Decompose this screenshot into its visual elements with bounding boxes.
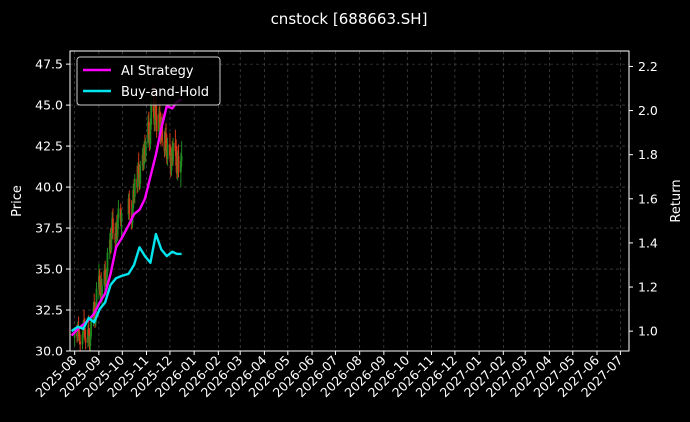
candle-body bbox=[180, 155, 183, 161]
y-axis-right: 1.0 1.2 1.4 1.6 1.8 2.0 2.2 bbox=[629, 59, 658, 339]
candle-body bbox=[175, 151, 178, 166]
candle-body bbox=[155, 114, 158, 132]
candle-body bbox=[144, 142, 147, 156]
candle-body bbox=[161, 121, 164, 142]
y-tick-label: 35.0 bbox=[35, 262, 63, 277]
y2-tick-label: 2.2 bbox=[638, 59, 658, 74]
legend-box bbox=[76, 56, 221, 106]
candlesticks bbox=[73, 85, 183, 351]
legend: AI Strategy Buy-and-Hold bbox=[76, 56, 221, 106]
candle-body bbox=[174, 142, 177, 151]
y-axis-label: Price bbox=[10, 185, 25, 217]
candle-body bbox=[170, 152, 173, 171]
chart-title: cnstock [688663.SH] bbox=[271, 10, 428, 28]
candle-body bbox=[95, 288, 98, 311]
candle-body bbox=[166, 144, 169, 160]
candle-body bbox=[177, 155, 180, 173]
candle-body bbox=[81, 334, 84, 345]
x-axis: 2025-082025-092025-102025-112025-122026-… bbox=[32, 351, 626, 400]
candle-body bbox=[133, 178, 136, 197]
candle-body bbox=[87, 329, 89, 343]
y2-axis-label: Return bbox=[669, 179, 684, 222]
candle-body bbox=[101, 285, 103, 297]
candle-body bbox=[116, 218, 119, 237]
candle-body bbox=[172, 142, 174, 161]
y2-tick-label: 1.8 bbox=[638, 147, 658, 162]
candle-body bbox=[149, 124, 152, 145]
y2-tick-label: 1.0 bbox=[638, 324, 658, 339]
candle-body bbox=[165, 132, 167, 148]
candle-body bbox=[158, 113, 161, 124]
grid bbox=[70, 51, 629, 352]
candle-body bbox=[169, 144, 171, 156]
candle-body bbox=[139, 165, 142, 184]
candle-body bbox=[147, 121, 150, 135]
candle-body bbox=[105, 272, 108, 288]
legend-label-buy-and-hold: Buy-and-Hold bbox=[121, 85, 209, 100]
series-lines bbox=[70, 98, 183, 337]
candle-body bbox=[120, 214, 123, 222]
candle-body bbox=[106, 252, 109, 273]
y-tick-label: 45.0 bbox=[35, 98, 63, 113]
y2-tick-label: 1.4 bbox=[638, 235, 658, 250]
y-tick-label: 42.5 bbox=[35, 139, 63, 154]
y2-tick-label: 1.6 bbox=[638, 191, 658, 206]
candle-body bbox=[90, 321, 92, 337]
candle-body bbox=[78, 331, 81, 342]
y-tick-label: 47.5 bbox=[35, 57, 63, 72]
candle-body bbox=[89, 336, 92, 347]
candle-body bbox=[84, 337, 87, 343]
candle-body bbox=[154, 106, 156, 125]
candle-body bbox=[87, 329, 90, 335]
candle-body bbox=[150, 101, 153, 125]
y-axis-left: 30.0 32.5 35.0 37.5 40.0 42.5 45.0 47.5 bbox=[35, 57, 70, 359]
candle-body bbox=[152, 101, 155, 112]
y-tick-label: 30.0 bbox=[35, 344, 63, 359]
candle-body bbox=[179, 160, 182, 173]
series-line-buy-and-hold bbox=[70, 232, 182, 333]
candle-body bbox=[154, 106, 157, 115]
y2-tick-label: 2.0 bbox=[638, 103, 658, 118]
candle-body bbox=[132, 190, 135, 209]
y-tick-label: 37.5 bbox=[35, 221, 63, 236]
y-tick-label: 40.0 bbox=[35, 180, 63, 195]
candle-body bbox=[117, 208, 120, 219]
candle-body bbox=[83, 328, 86, 338]
y-tick-label: 32.5 bbox=[35, 303, 63, 318]
candle-body bbox=[110, 231, 113, 250]
candle-body bbox=[128, 198, 131, 214]
candle-body bbox=[73, 332, 76, 338]
candle-body bbox=[79, 341, 82, 345]
candle-body bbox=[112, 218, 114, 233]
candle-body bbox=[104, 270, 107, 279]
candle-body bbox=[119, 208, 122, 222]
candle-body bbox=[137, 167, 140, 174]
y2-tick-label: 1.2 bbox=[638, 280, 658, 295]
legend-label-ai-strategy: AI Strategy bbox=[121, 64, 194, 79]
plot-frame bbox=[69, 50, 630, 352]
candle-body bbox=[137, 167, 139, 188]
